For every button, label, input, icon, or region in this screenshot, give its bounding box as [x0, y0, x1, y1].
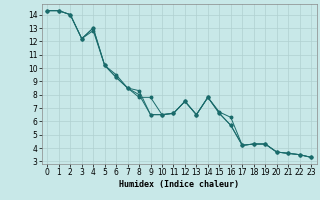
X-axis label: Humidex (Indice chaleur): Humidex (Indice chaleur) [119, 180, 239, 189]
